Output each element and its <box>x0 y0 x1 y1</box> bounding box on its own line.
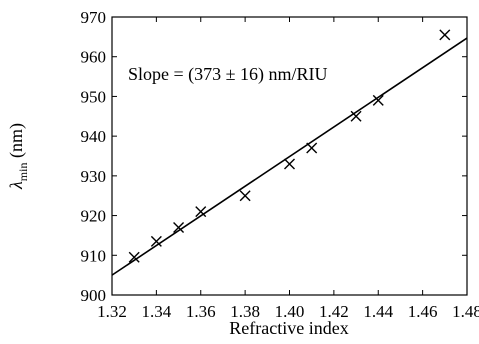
x-tick-label: 1.42 <box>319 302 349 321</box>
y-axis-label-unit: (nm) <box>6 123 27 163</box>
data-point <box>372 94 384 106</box>
y-tick-label: 920 <box>81 207 107 226</box>
y-tick-label: 930 <box>81 167 107 186</box>
data-point <box>150 235 162 247</box>
data-markers <box>128 29 451 263</box>
data-point <box>195 206 207 218</box>
slope-annotation: Slope = (373 ± 16) nm/RIU <box>128 64 328 85</box>
data-point <box>306 142 318 154</box>
x-tick-label: 1.44 <box>363 302 393 321</box>
ticks <box>111 16 468 296</box>
y-tick-label: 960 <box>81 48 107 67</box>
data-point <box>239 190 251 202</box>
x-tick-label: 1.40 <box>275 302 305 321</box>
y-axis-label: λmin (nm) <box>6 123 30 190</box>
x-tick-label: 1.32 <box>97 302 127 321</box>
x-tick-label: 1.46 <box>408 302 438 321</box>
x-axis-label: Refractive index <box>229 318 348 338</box>
fit-line <box>111 37 468 276</box>
x-tick-label: 1.38 <box>230 302 260 321</box>
y-tick-label: 950 <box>81 87 107 106</box>
y-tick-label: 910 <box>81 246 107 265</box>
x-tick-label: 1.34 <box>142 302 172 321</box>
data-point <box>173 221 185 233</box>
data-point <box>439 29 451 41</box>
x-tick-label: 1.48 <box>452 302 479 321</box>
y-tick-label: 900 <box>81 286 107 305</box>
y-tick-label: 970 <box>81 8 107 27</box>
data-point <box>350 110 362 122</box>
x-tick-label: 1.36 <box>186 302 216 321</box>
data-point <box>128 251 140 263</box>
data-point <box>284 158 295 170</box>
y-tick-label: 940 <box>81 127 107 146</box>
y-axis-label-symbol: λ <box>6 181 26 190</box>
tick-labels: 1.32 1.34 1.36 1.38 1.40 1.42 1.44 1.46 1.48 900 9… <box>81 8 479 321</box>
y-axis-label-subscript: min <box>16 163 30 182</box>
